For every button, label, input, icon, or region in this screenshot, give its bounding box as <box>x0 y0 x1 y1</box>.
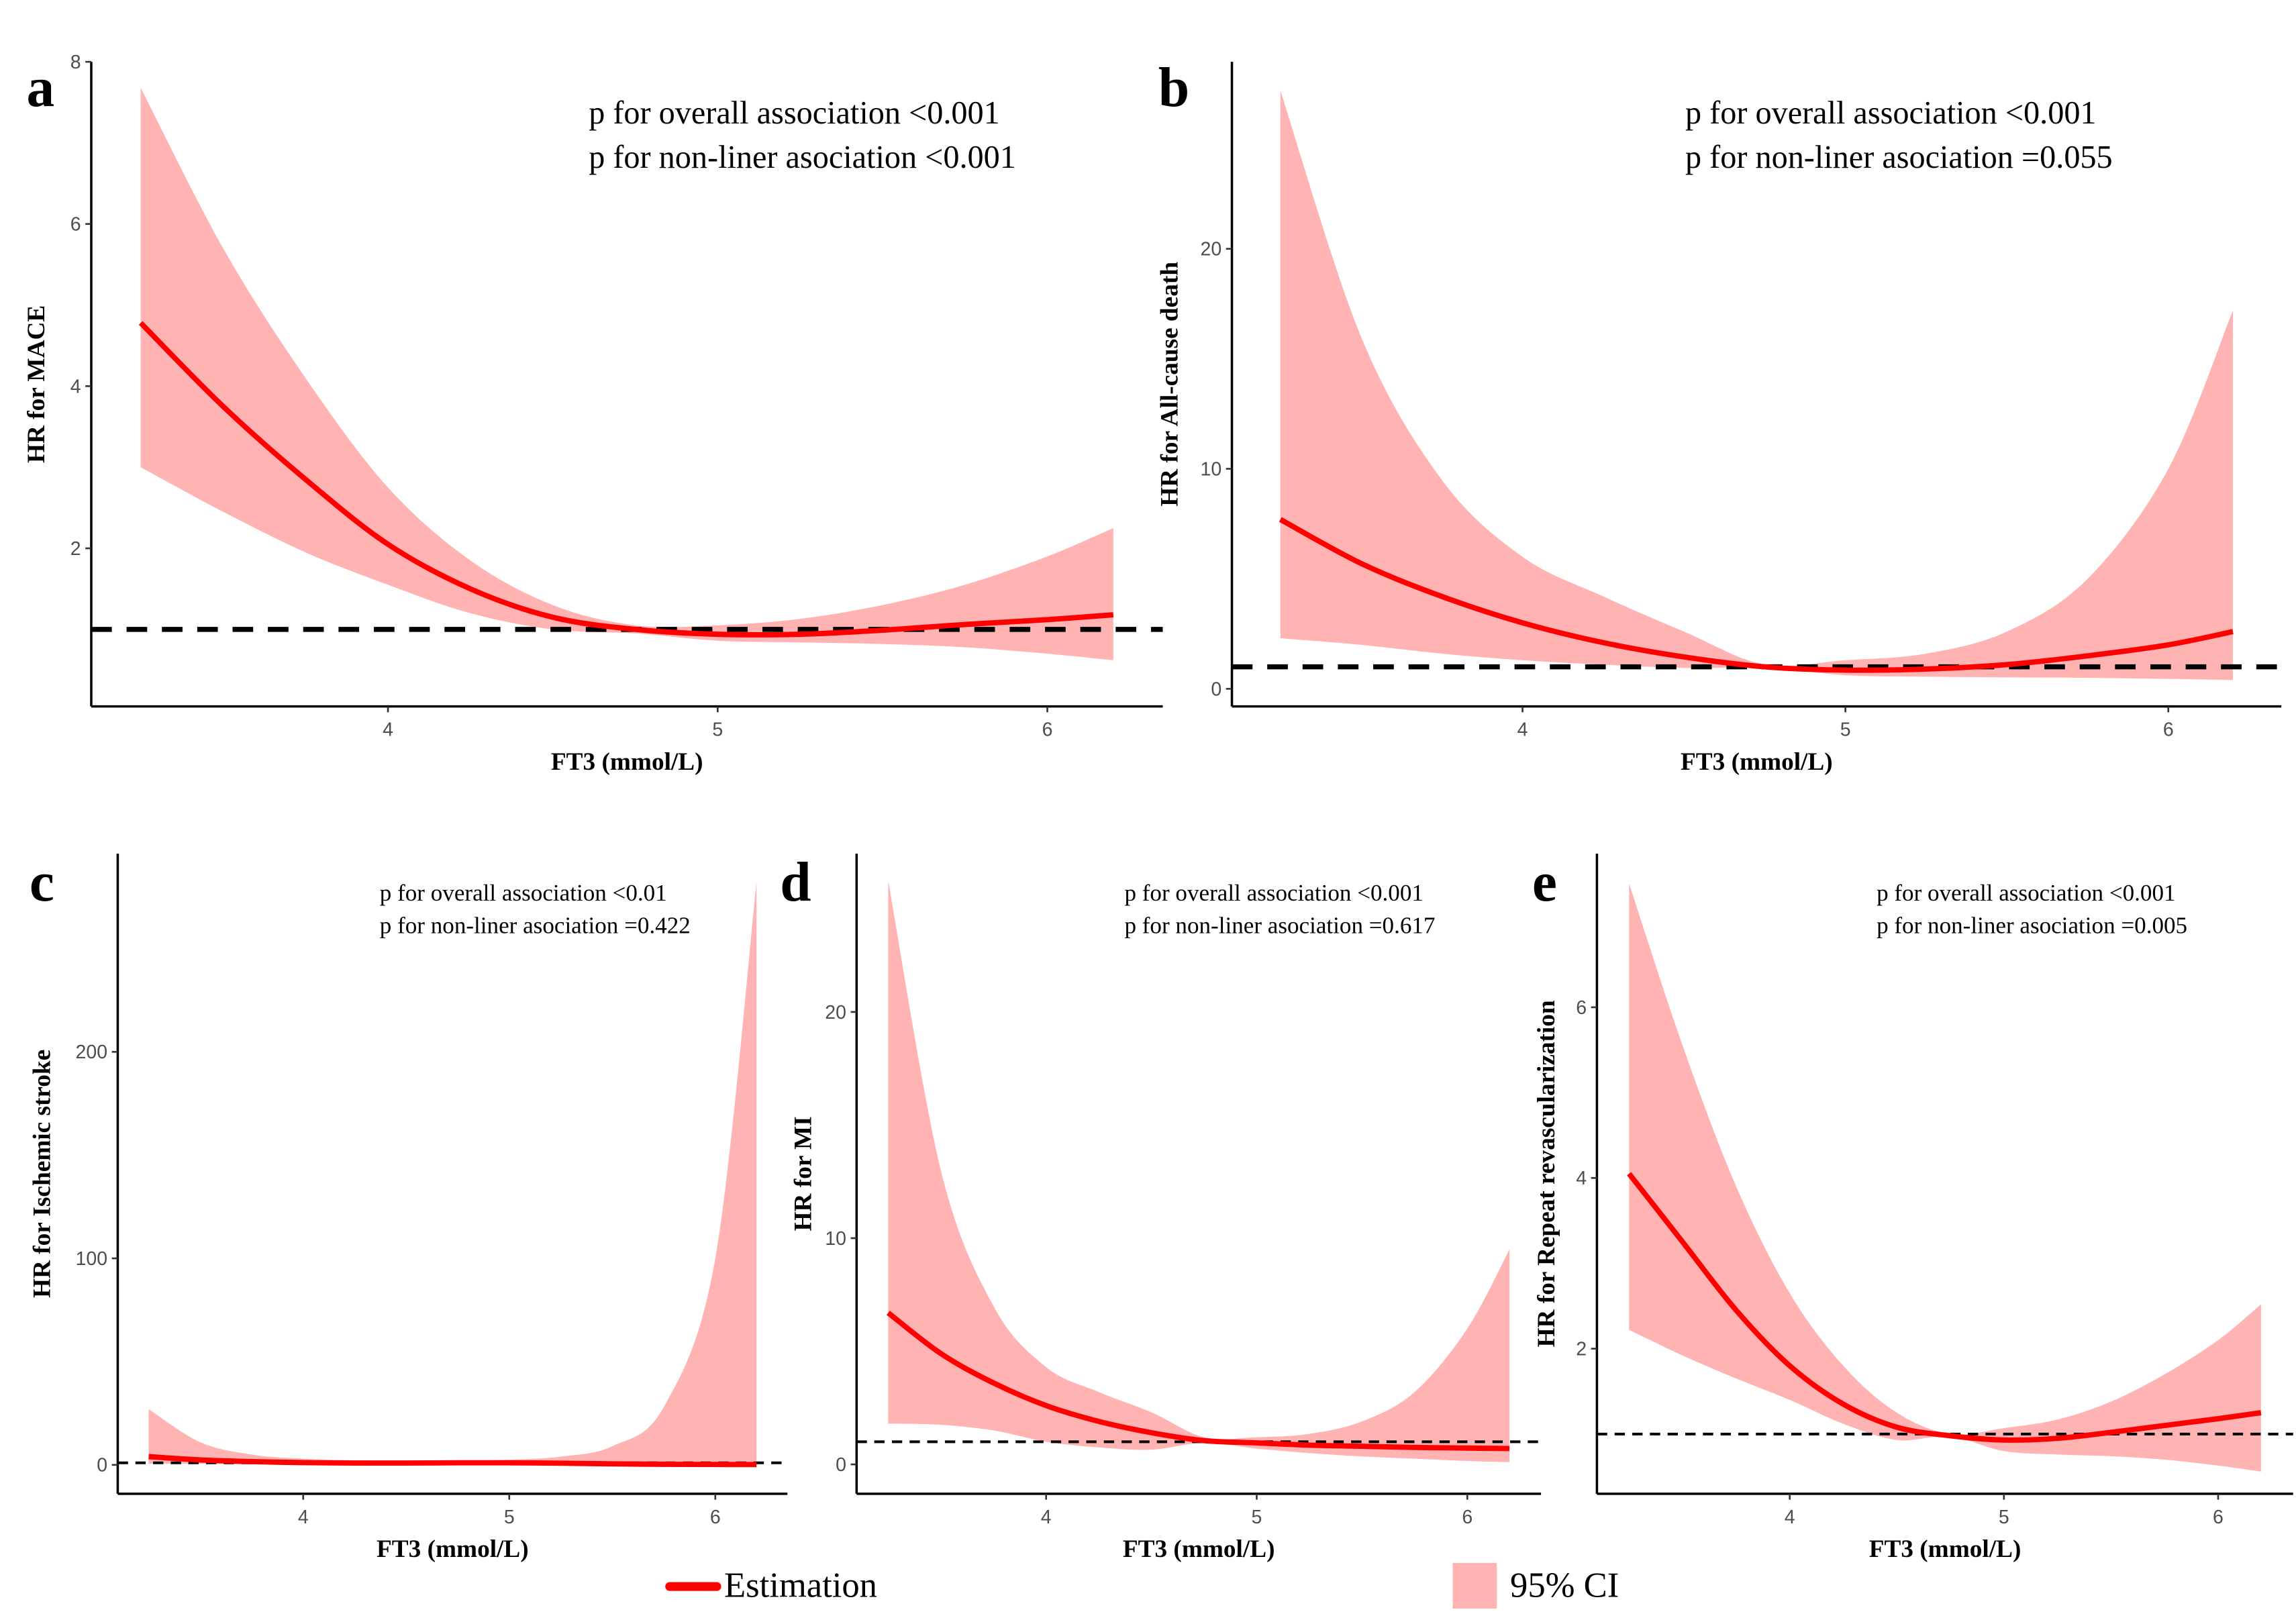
y-tick-label-b: 10 <box>1200 458 1221 480</box>
p-value-annotation-a: p for overall association <0.001 <box>589 95 1000 131</box>
x-tick-label-d: 4 <box>1041 1507 1052 1528</box>
legend: Estimation 95% CI <box>665 1562 1619 1609</box>
x-axis-title-e: FT3 (mmol/L) <box>1869 1535 2022 1563</box>
legend-ci-label: 95% CI <box>1510 1566 1619 1605</box>
y-tick-label-a: 8 <box>70 52 81 73</box>
x-tick-label-a: 4 <box>383 719 393 741</box>
p-value-annotation-b: p for overall association <0.001 <box>1685 95 2097 131</box>
p-value-annotation-e: p for overall association <0.001 <box>1877 880 2175 906</box>
p-value-annotation-b: p for non-liner asociation =0.055 <box>1685 140 2113 175</box>
panel-letter-a: a <box>26 57 54 119</box>
ci-ribbon-d <box>888 880 1510 1462</box>
panel-c: 4 5 6 0 100 200 FT3 (mmol/L) HR for Ischemic st… <box>29 852 788 1563</box>
estimation-line-c <box>148 1454 757 1468</box>
y-tick-label-d: 10 <box>825 1228 846 1250</box>
panel-e: 4 5 6 2 4 6 FT3 (mmol/L) HR for Repeat revascul… <box>1532 852 2293 1563</box>
y-tick-label-d: 0 <box>836 1454 846 1476</box>
p-value-annotation-d: p for non-liner asociation =0.617 <box>1124 912 1435 938</box>
ci-ribbon-e <box>1629 883 2261 1472</box>
p-value-annotation-e: p for non-liner asociation =0.005 <box>1877 912 2187 938</box>
y-axis-title-e: HR for Repeat revascularization <box>1533 1000 1560 1347</box>
panel-a: 4 5 6 2 4 6 8 FT3 (mmol/L) HR for MACE a p for ove… <box>23 52 1163 776</box>
x-tick-label-d: 6 <box>1462 1507 1473 1528</box>
estimation-line-b <box>1279 517 2234 673</box>
y-tick-label-e: 4 <box>1576 1168 1587 1189</box>
panel-letter-d: d <box>780 852 811 913</box>
panel-letter-b: b <box>1158 57 1189 119</box>
x-axis-title-d: FT3 (mmol/L) <box>1123 1535 1275 1563</box>
x-tick-label-b: 6 <box>2163 719 2174 741</box>
y-axis-title-a: HR for MACE <box>23 305 50 463</box>
y-tick-label-a: 2 <box>70 538 81 560</box>
estimation-line-a <box>138 321 1114 638</box>
y-axis-title-b: HR for All-cause death <box>1156 262 1183 507</box>
x-tick-label-c: 4 <box>298 1507 309 1528</box>
x-tick-label-c: 6 <box>710 1507 721 1528</box>
x-tick-label-a: 6 <box>1042 719 1053 741</box>
y-tick-label-b: 0 <box>1211 678 1221 700</box>
y-axis-title-c: HR for Ischemic stroke <box>29 1050 56 1298</box>
y-axis-title-d: HR for MI <box>789 1116 817 1231</box>
y-tick-label-c: 0 <box>97 1455 107 1476</box>
x-tick-label-a: 5 <box>712 719 723 741</box>
p-value-annotation-c: p for non-liner asociation =0.422 <box>380 912 691 938</box>
x-axis-title-a: FT3 (mmol/L) <box>551 748 703 776</box>
y-tick-label-e: 2 <box>1576 1339 1587 1360</box>
panel-d: 4 5 6 0 10 20 FT3 (mmol/L) HR for MI d p for over… <box>780 852 1542 1563</box>
x-tick-label-e: 5 <box>1999 1507 2009 1528</box>
x-tick-label-c: 5 <box>504 1507 515 1528</box>
ci-ribbon-a <box>140 87 1113 660</box>
ci-ribbon-c <box>148 882 757 1465</box>
x-tick-label-b: 4 <box>1517 719 1528 741</box>
estimation-line-e <box>1627 1172 2262 1443</box>
p-value-annotation-d: p for overall association <0.001 <box>1124 880 1423 906</box>
y-tick-label-c: 200 <box>76 1042 108 1063</box>
y-tick-label-a: 4 <box>70 376 81 397</box>
y-tick-label-b: 20 <box>1200 239 1221 260</box>
x-tick-label-e: 6 <box>2213 1507 2224 1528</box>
estimation-line-d <box>886 1311 1510 1452</box>
x-tick-label-e: 4 <box>1785 1507 1795 1528</box>
y-tick-label-e: 6 <box>1576 997 1587 1019</box>
panel-letter-c: c <box>30 852 54 913</box>
panel-b: 4 5 6 0 10 20 FT3 (mmol/L) HR for All-cause dea… <box>1156 57 2282 776</box>
y-tick-label-d: 20 <box>825 1002 846 1023</box>
legend-estimation-label: Estimation <box>724 1566 877 1605</box>
p-value-annotation-a: p for non-liner asociation <0.001 <box>589 140 1016 175</box>
x-tick-label-b: 5 <box>1840 719 1851 741</box>
p-value-annotation-c: p for overall association <0.01 <box>380 880 667 906</box>
y-tick-label-c: 100 <box>76 1248 108 1270</box>
x-axis-title-c: FT3 (mmol/L) <box>377 1535 529 1563</box>
x-tick-label-d: 5 <box>1252 1507 1262 1528</box>
ci-ribbon-b <box>1280 90 2233 680</box>
y-tick-label-a: 6 <box>70 214 81 236</box>
legend-ci-swatch <box>1452 1562 1497 1609</box>
panel-letter-e: e <box>1532 852 1557 913</box>
x-axis-title-b: FT3 (mmol/L) <box>1681 748 1833 776</box>
